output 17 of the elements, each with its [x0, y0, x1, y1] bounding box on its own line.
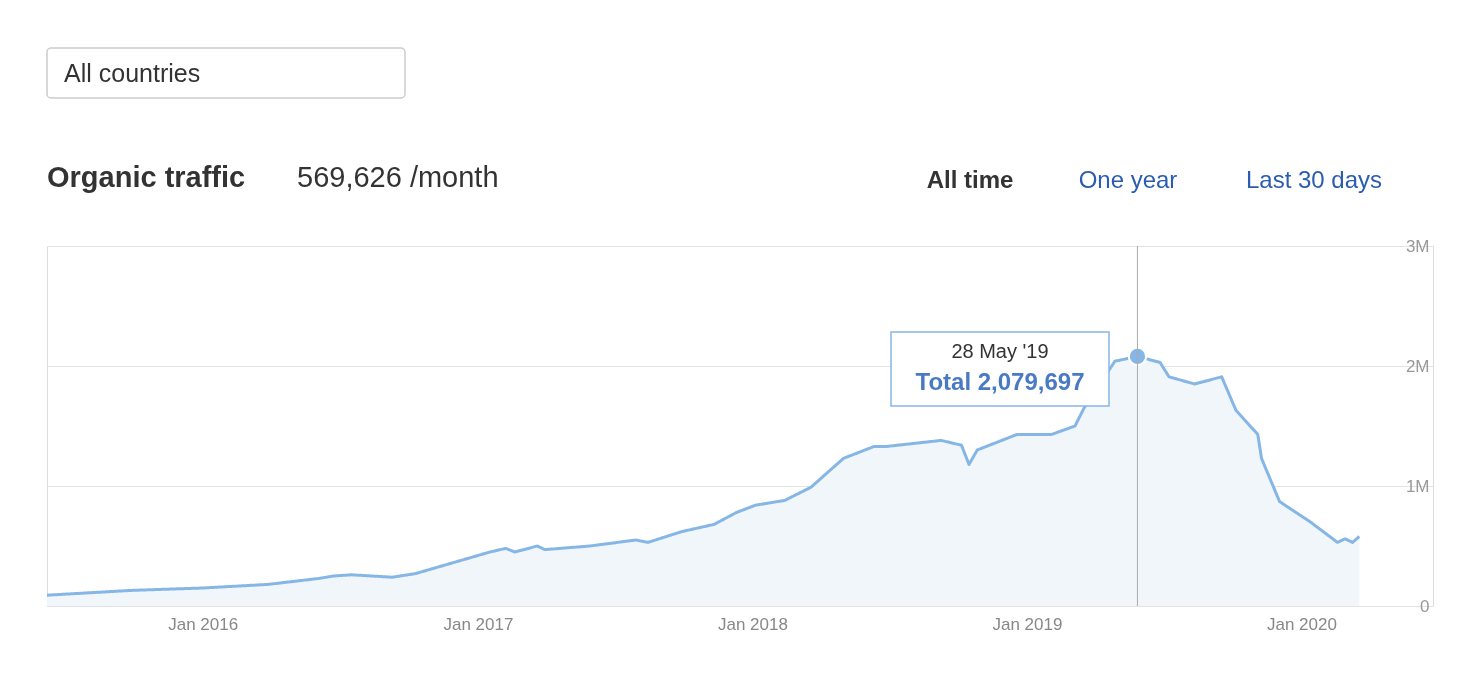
y-tick-label: 3M [1405, 236, 1430, 256]
x-tick-label: Jan 2017 [443, 614, 514, 634]
x-tick-label: Jan 2020 [1266, 614, 1337, 634]
x-tick-label: Jan 2016 [168, 614, 239, 634]
text: One year [1078, 166, 1178, 193]
y-tick-label: 1M [1405, 476, 1430, 496]
y-tick-label: 0 [1420, 596, 1430, 616]
annotation: Total 2,079,697 [915, 368, 1085, 395]
chart-title: Organic traffic [47, 161, 246, 193]
y-tick-label: 2M [1405, 356, 1430, 376]
x-tick-label: Jan 2019 [992, 614, 1063, 634]
chart-subtitle: 569,626 /month [297, 161, 499, 193]
annotation: 28 May '19 [951, 340, 1049, 362]
text: Last 30 days [1245, 166, 1383, 193]
x-tick-label: Jan 2018 [717, 614, 788, 634]
text: All countries [64, 59, 201, 87]
text: All time [926, 166, 1014, 193]
